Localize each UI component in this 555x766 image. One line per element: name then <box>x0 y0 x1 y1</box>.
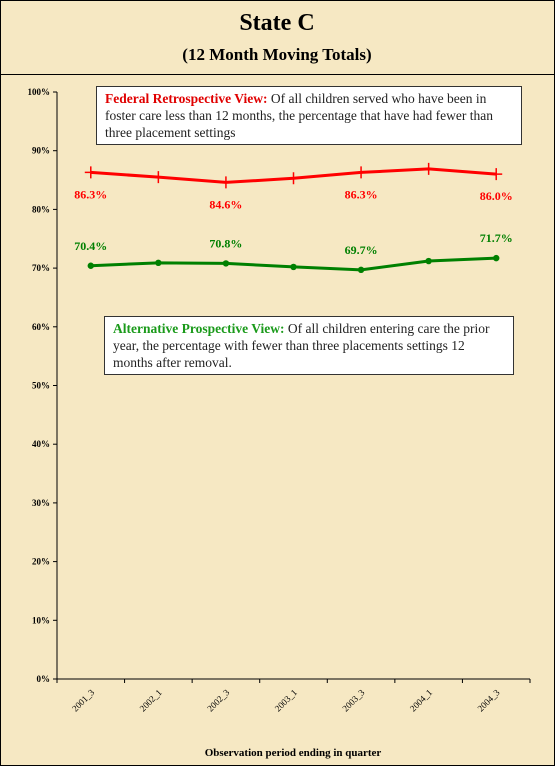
data-label: 69.7% <box>345 243 378 257</box>
marker <box>155 259 162 267</box>
marker <box>490 168 503 181</box>
marker <box>357 266 365 274</box>
marker <box>287 172 300 185</box>
data-label: 70.8% <box>209 236 242 250</box>
annotation-text: Of all children entering care the prior … <box>113 321 490 370</box>
marker <box>87 262 94 269</box>
annotation: Alternative Prospective View: Of all chi… <box>104 316 514 375</box>
y-tick-label: 10% <box>32 615 50 625</box>
marker <box>290 263 297 271</box>
marker <box>425 257 432 265</box>
x-tick-label: 2001_3 <box>70 687 97 714</box>
y-tick-label: 60% <box>32 322 50 332</box>
chart-title: State C <box>239 10 314 36</box>
data-label: 84.6% <box>209 197 242 211</box>
marker <box>422 162 435 175</box>
y-tick-label: 80% <box>32 204 50 214</box>
x-tick-label: 2004_3 <box>475 687 502 714</box>
y-tick-label: 40% <box>32 439 50 449</box>
marker <box>355 166 368 179</box>
y-tick-label: 70% <box>32 263 50 273</box>
y-tick-label: 0% <box>37 674 51 684</box>
y-tick-label: 20% <box>32 557 50 567</box>
data-label: 86.0% <box>480 189 513 203</box>
marker <box>222 260 230 267</box>
annotation-label: Federal Retrospective View: <box>105 91 268 106</box>
y-tick-label: 90% <box>32 146 50 156</box>
x-tick-label: 2003_3 <box>340 687 367 714</box>
y-tick-label: 50% <box>32 381 50 391</box>
y-tick-label: 30% <box>32 498 50 508</box>
x-tick-label: 2002_3 <box>205 687 232 714</box>
chart-subtitle: (12 Month Moving Totals) <box>182 45 371 64</box>
data-label: 71.7% <box>480 231 513 245</box>
marker <box>84 166 97 179</box>
marker <box>219 176 232 189</box>
annotation-label: Alternative Prospective View: <box>113 321 285 336</box>
x-axis-label: Observation period ending in quarter <box>205 747 382 759</box>
marker <box>493 254 500 262</box>
x-tick-label: 2002_1 <box>138 687 164 713</box>
marker <box>152 171 165 184</box>
y-tick-label: 100% <box>28 87 51 97</box>
x-tick-label: 2003_1 <box>273 687 299 713</box>
data-label: 70.4% <box>74 239 107 253</box>
x-tick-label: 2004_1 <box>408 687 434 713</box>
data-label: 86.3% <box>74 187 107 201</box>
data-label: 86.3% <box>345 187 378 201</box>
annotation: Federal Retrospective View: Of all child… <box>96 86 522 145</box>
annotation-text: Of all children served who have been in … <box>105 91 493 140</box>
